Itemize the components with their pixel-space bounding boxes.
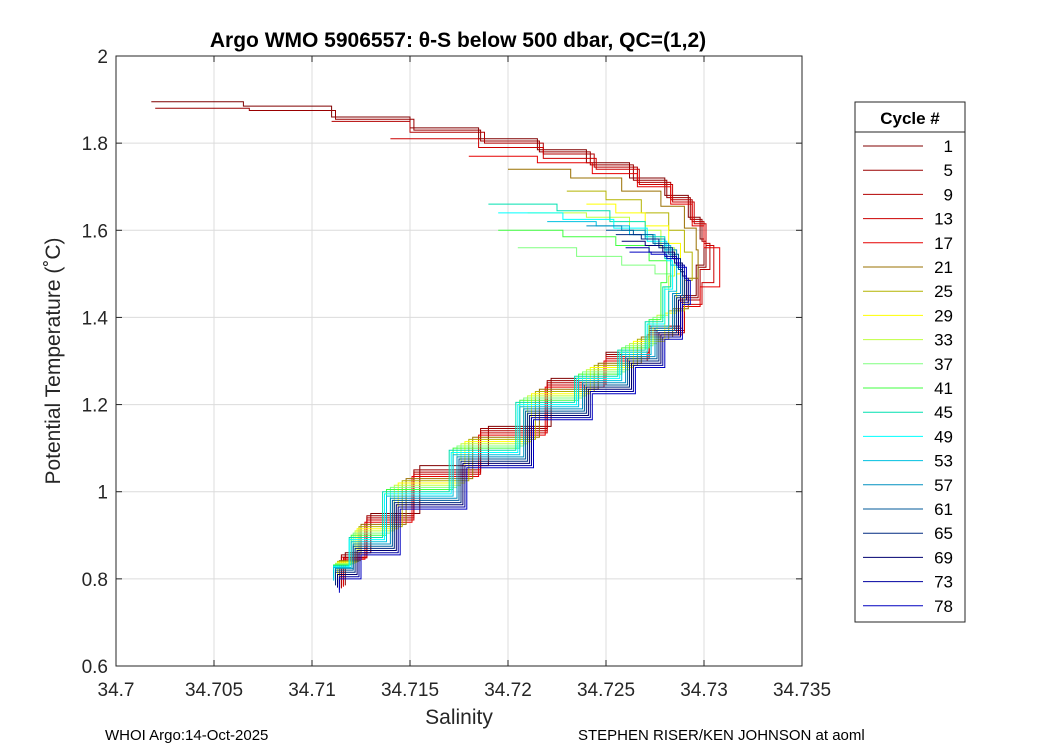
series-line-cycle-17 [342,155,721,586]
legend-label: 61 [934,500,953,519]
legend-label: 25 [934,282,953,301]
x-axis-label: Salinity [425,706,493,729]
y-tick-label: 1.8 [82,134,108,155]
legend-label: 65 [934,524,953,543]
x-tick-label: 34.725 [577,680,635,701]
legend-label: 17 [934,234,953,253]
series-line-cycle-65 [335,234,685,586]
series-line-cycle-13 [342,138,715,587]
legend-box [854,101,966,623]
y-tick-label: 0.8 [82,570,108,591]
x-tick-label: 34.7 [98,680,135,701]
series-line-cycle-73 [338,247,689,590]
axis-ticks: 34.7 34.705 34.71 34.715 34.72 34.725 34.73 34.… [82,47,831,701]
legend-label: 9 [944,185,953,204]
x-tick-label: 34.71 [288,680,336,701]
legend-label: 53 [934,452,953,471]
series-line-cycle-49 [333,212,674,580]
y-axis-label: Potential Temperature (˚C) [42,237,65,484]
x-tick-label: 34.73 [680,680,728,701]
legend-label: 29 [934,306,953,325]
series-line-cycle-61 [335,229,683,584]
legend: Cycle #1 5 9 13 17 21 25 29 33 37 41 45 49 53 57 61 65 69… [854,101,966,623]
legend-label: 49 [934,427,953,446]
legend-label: 13 [934,210,953,229]
legend-label: 1 [944,137,953,156]
legend-label: 37 [934,355,953,374]
legend-label: 78 [934,597,953,616]
series-line-cycle-69 [337,240,687,588]
chart-title: Argo WMO 5906557: θ-S below 500 dbar, QC… [210,29,706,52]
legend-label: 45 [934,403,953,422]
legend-label: 33 [934,331,953,350]
series-line-cycle-45 [333,203,672,579]
legend-label: 69 [934,548,953,567]
legend-label: 5 [944,161,953,180]
y-tick-label: 1.4 [82,308,109,329]
x-tick-label: 34.705 [185,680,243,701]
x-tick-label: 34.72 [484,680,532,701]
legend-label: 41 [934,379,953,398]
y-tick-label: 1.2 [82,396,108,417]
y-tick-label: 1.6 [82,221,108,242]
legend-label: 21 [934,258,953,277]
series-lines [151,101,721,593]
x-tick-label: 34.735 [773,680,831,701]
x-tick-label: 34.715 [381,680,439,701]
footer-left: WHOI Argo:14-Oct-2025 [105,727,268,744]
y-tick-label: 0.6 [82,657,108,678]
legend-label: 57 [934,476,953,495]
y-tick-label: 1 [97,483,108,504]
plot-frame [115,55,803,667]
series-line-cycle-78 [338,251,691,593]
y-tick-label: 2 [97,47,108,68]
legend-label: 73 [934,573,953,592]
footer-right: STEPHEN RISER/KEN JOHNSON at aoml [578,727,865,744]
legend-title: Cycle # [880,109,940,128]
